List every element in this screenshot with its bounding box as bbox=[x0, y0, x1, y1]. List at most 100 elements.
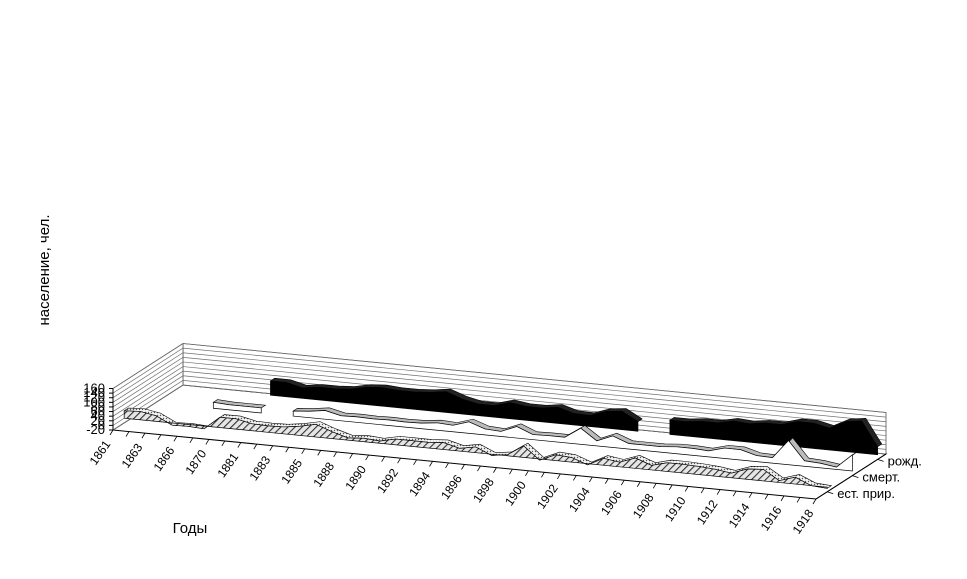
x-tick-mark bbox=[684, 486, 689, 492]
x-tick-mark bbox=[221, 440, 226, 447]
x-tick-mark bbox=[668, 484, 673, 491]
depth-tick-mark bbox=[852, 475, 859, 478]
series-layer bbox=[123, 377, 883, 489]
x-tick-mark bbox=[780, 495, 785, 502]
x-tick-mark bbox=[493, 467, 497, 473]
x-tick-label: 1908 bbox=[630, 491, 657, 521]
y-tick-label: 80 bbox=[91, 399, 105, 414]
x-tick-mark bbox=[301, 448, 306, 455]
series-area bbox=[123, 410, 828, 489]
x-tick-mark bbox=[748, 492, 753, 498]
x-tick-label: 1910 bbox=[662, 494, 689, 524]
x-tick-label: 1914 bbox=[726, 500, 753, 530]
x-tick-label: 1892 bbox=[374, 466, 401, 496]
x-tick-label: 1866 bbox=[151, 444, 178, 474]
x-tick-mark bbox=[636, 481, 641, 487]
gridline bbox=[112, 343, 887, 413]
x-tick-mark bbox=[397, 458, 401, 464]
y-tick-label: 20 bbox=[91, 413, 105, 428]
x-tick-mark bbox=[349, 453, 354, 459]
y-tick-label: 60 bbox=[91, 404, 105, 419]
x-tick-mark bbox=[205, 439, 210, 445]
x-tick-label: 1900 bbox=[502, 478, 529, 508]
x-tick-mark bbox=[317, 450, 322, 456]
series-label: ест. прир. bbox=[837, 486, 895, 501]
series-3 bbox=[123, 407, 833, 489]
x-tick-mark bbox=[445, 462, 449, 469]
gridline bbox=[112, 366, 887, 436]
x-tick-mark bbox=[269, 445, 274, 451]
series-2 bbox=[212, 399, 857, 472]
x-tick-label: 1896 bbox=[438, 472, 465, 502]
x-tick-mark bbox=[173, 436, 178, 442]
series-area bbox=[270, 380, 639, 432]
x-tick-mark bbox=[541, 472, 545, 478]
x-tick-mark bbox=[572, 475, 577, 481]
x-tick-mark bbox=[253, 443, 258, 450]
depth-tick-mark bbox=[827, 491, 834, 495]
y-tick-label: 40 bbox=[91, 408, 105, 423]
x-tick-label: 1906 bbox=[598, 488, 625, 518]
x-tick-mark bbox=[461, 464, 465, 470]
gridline bbox=[112, 352, 887, 423]
depth-axis-line bbox=[815, 453, 887, 500]
x-axis-title: Годы bbox=[173, 520, 208, 537]
depth-tick-mark bbox=[877, 459, 884, 462]
series-area bbox=[669, 419, 878, 456]
gridline bbox=[112, 375, 887, 446]
x-tick-label: 1883 bbox=[246, 453, 273, 483]
x-tick-label: 1902 bbox=[534, 481, 561, 511]
y-tick-label: 100 bbox=[83, 394, 105, 409]
x-tick-label: 1881 bbox=[214, 450, 241, 480]
y-tick-label: 120 bbox=[83, 390, 105, 405]
x-tick-mark bbox=[509, 468, 513, 475]
x-tick-mark bbox=[764, 494, 769, 500]
gridlines bbox=[112, 343, 887, 455]
x-tick-label: 1918 bbox=[790, 506, 817, 536]
x-tick-mark bbox=[365, 454, 369, 461]
x-tick-mark bbox=[716, 489, 721, 495]
x-tick-mark bbox=[333, 451, 338, 458]
x-tick-label: 1890 bbox=[342, 463, 369, 493]
x-tick-mark bbox=[588, 476, 593, 483]
x-tick-mark bbox=[141, 432, 146, 439]
x-tick-mark bbox=[157, 434, 162, 440]
x-tick-mark bbox=[237, 442, 242, 448]
x-tick-label: 1894 bbox=[406, 469, 433, 499]
gridline bbox=[112, 347, 887, 418]
x-tick-mark bbox=[525, 470, 529, 476]
x-tick-mark bbox=[732, 490, 737, 497]
y-tick-label: 160 bbox=[83, 381, 105, 396]
x-tick-mark bbox=[285, 447, 290, 453]
x-tick-mark bbox=[125, 431, 130, 437]
x-tick-mark bbox=[381, 456, 385, 462]
x-tick-label: 1861 bbox=[87, 437, 114, 467]
x-tick-label: 1870 bbox=[183, 447, 210, 477]
series-label: рожд. bbox=[888, 453, 922, 468]
x-tick-mark bbox=[189, 437, 194, 444]
series-area bbox=[292, 410, 853, 472]
x-tick-label: 1885 bbox=[278, 456, 305, 486]
x-tick-mark bbox=[812, 498, 817, 505]
y-tick-label: 0 bbox=[98, 417, 105, 432]
axes bbox=[109, 388, 887, 505]
x-tick-mark bbox=[700, 487, 705, 494]
gridline bbox=[112, 361, 887, 432]
x-tick-label: 1912 bbox=[694, 497, 721, 527]
y-tick-label: 140 bbox=[83, 385, 105, 400]
x-tick-mark bbox=[413, 459, 417, 466]
x-tick-label: 1888 bbox=[310, 459, 337, 489]
series-area bbox=[212, 401, 262, 414]
x-tick-mark bbox=[604, 478, 609, 484]
x-tick-mark bbox=[477, 465, 481, 472]
y-axis-title: население, чел. bbox=[36, 215, 53, 326]
x-tick-label: 1898 bbox=[470, 475, 497, 505]
x-tick-mark bbox=[652, 483, 657, 489]
x-tick-label: 1863 bbox=[119, 441, 146, 471]
series-1 bbox=[269, 377, 883, 456]
x-tick-mark bbox=[557, 473, 561, 480]
x-tick-mark bbox=[429, 461, 433, 467]
x-tick-label: 1904 bbox=[566, 484, 593, 514]
